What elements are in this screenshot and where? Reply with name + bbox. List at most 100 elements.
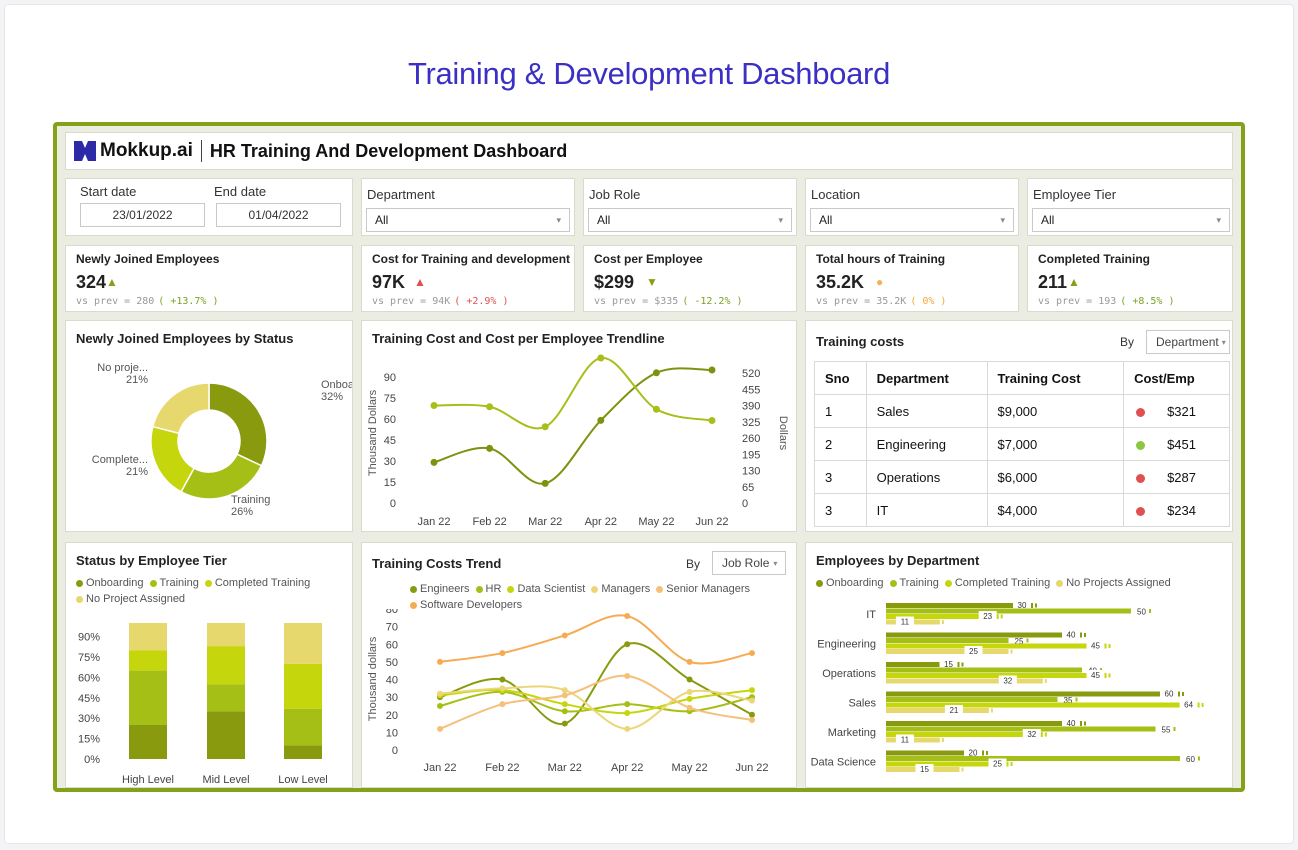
data-point [624, 725, 631, 732]
kpi-prev-value: $335 [654, 296, 679, 307]
slice-value: 21% [126, 374, 148, 386]
y-tick-label: 15% [78, 734, 100, 746]
data-point [499, 650, 506, 657]
kpi-change: ( +2.9% ) [454, 296, 509, 307]
bar-end-mark [1026, 638, 1029, 643]
panel-title: Employees by Department [816, 553, 980, 568]
table-row[interactable]: 3 Operations $6,000 $287 [814, 460, 1230, 494]
x-tick-label: Jan 22 [423, 762, 456, 774]
data-point [561, 687, 568, 694]
bar-label-bg [939, 659, 958, 669]
category-label: IT [866, 609, 876, 621]
bar-label-bg [1022, 729, 1041, 739]
table-row[interactable]: 2 Engineering $7,000 $451 [814, 427, 1230, 461]
bar-end-mark [1198, 756, 1200, 761]
chevron-down-icon: ▾ [1216, 215, 1221, 225]
location-select[interactable]: All ▾ [810, 208, 1014, 232]
bar [886, 750, 984, 756]
jobrole-filter-panel: Job Role All ▾ [583, 178, 797, 236]
kpi-value: 324 [76, 272, 107, 292]
stack-segment [207, 623, 245, 647]
data-point [749, 697, 755, 704]
table-row[interactable]: 3 IT $4,000 $234 [814, 493, 1230, 527]
data-point [541, 423, 549, 431]
bar-label: 11 [901, 736, 910, 745]
y-tick-label: 0 [392, 745, 398, 757]
y2-axis-label: Dollars [777, 416, 789, 451]
kpi-prev-value: 280 [136, 296, 155, 307]
kpi-value: 211 [1038, 272, 1068, 292]
slice-label: Onboardi... [321, 379, 352, 391]
trendline-chart: 0 15 30 45 60 75 90 0 65 130 195 260 325 390 455 520 Jan… [367, 354, 789, 528]
bar-label: 50 [1137, 608, 1146, 617]
y-tick-label: 60% [78, 672, 100, 684]
kpi-previous: vs prev = $335( -12.2% ) [594, 296, 743, 307]
kpi-change: ( +13.7% ) [158, 296, 219, 307]
legend-item: No Projects Assigned [1056, 577, 1171, 589]
y-tick-label: 10 [386, 727, 398, 739]
start-date-input[interactable]: 23/01/2022 [80, 203, 205, 227]
cell-training-cost: $7,000 [986, 427, 1125, 461]
tier-select[interactable]: All ▾ [1032, 208, 1230, 232]
y-tick-label: 15 [384, 477, 396, 489]
bar-label: 30 [1018, 601, 1027, 610]
group-by-select[interactable]: Job Role ▾ [712, 551, 786, 575]
legend-label: Managers [601, 583, 651, 595]
kpi-previous: vs prev = 280( +13.7% ) [76, 296, 219, 307]
page-title: Training & Development Dashboard [407, 56, 891, 91]
legend-dot-icon [475, 585, 483, 593]
table-row[interactable]: 1 Sales $9,000 $321 [814, 394, 1230, 428]
tier-label: Employee Tier [1033, 187, 1117, 202]
x-tick-label: Feb 22 [472, 516, 506, 528]
bar-end-mark [941, 620, 944, 624]
cell-department: IT [865, 493, 988, 527]
stack-segment [284, 708, 322, 746]
chart-legend: Onboarding Training Completed Training No P… [816, 575, 1226, 591]
bar-label-bg [895, 616, 914, 627]
slice-label: No proje... [97, 362, 148, 374]
bar-label-bg [964, 646, 983, 656]
jobrole-select[interactable]: All ▾ [588, 208, 792, 232]
location-label: Location [811, 187, 861, 202]
status-dot-icon [1136, 440, 1146, 450]
slice-value: 32% [321, 391, 343, 403]
y-tick-label: 50 [386, 657, 398, 669]
data-point [561, 692, 568, 699]
bar-label-bg [1160, 688, 1178, 699]
data-point [561, 708, 568, 715]
data-point [708, 417, 716, 424]
status-dot-icon [1136, 506, 1146, 516]
legend-item: Onboarding [76, 577, 144, 589]
end-date-input[interactable]: 01/04/2022 [216, 203, 341, 227]
legend-item: Senior Managers [656, 583, 750, 595]
kpi-prev-label: vs prev = [594, 296, 655, 307]
slice-label: Training [231, 494, 270, 506]
department-select[interactable]: All ▾ [366, 208, 570, 232]
stack-segment [284, 663, 322, 709]
bar [886, 673, 1107, 678]
y-tick-label: 0% [84, 754, 100, 766]
y-tick-label: 30 [386, 692, 398, 704]
group-by-select[interactable]: Department ▾ [1146, 330, 1230, 354]
series-line [439, 614, 753, 665]
costs-trend-chart: 0 10 20 30 40 50 60 70 80 Jan 22 Feb 22 Mar 22 Apr 2… [367, 609, 769, 774]
y-tick-label: 90% [78, 632, 100, 644]
kpi-change: ( -12.2% ) [682, 296, 743, 307]
cell-sno: 2 [814, 427, 867, 461]
data-point [430, 402, 438, 409]
donut-chart: Onboardi...32%Training26%Complete...21%N… [92, 362, 352, 518]
data-point [597, 416, 605, 424]
bar [886, 761, 1009, 767]
panel-title: Newly Joined Employees by Status [76, 331, 294, 346]
data-point [652, 369, 660, 377]
legend-dot-icon [507, 585, 515, 593]
kpi-title: Completed Training [1038, 252, 1151, 266]
arrow-up-icon: ▲ [106, 275, 118, 289]
data-point [686, 658, 693, 665]
stack-segment [284, 745, 322, 759]
stack-segment [129, 623, 167, 651]
chevron-down-icon: ▾ [556, 215, 561, 225]
category-label: Operations [822, 668, 876, 680]
data-point [749, 687, 755, 694]
legend-dot-icon [410, 585, 417, 593]
